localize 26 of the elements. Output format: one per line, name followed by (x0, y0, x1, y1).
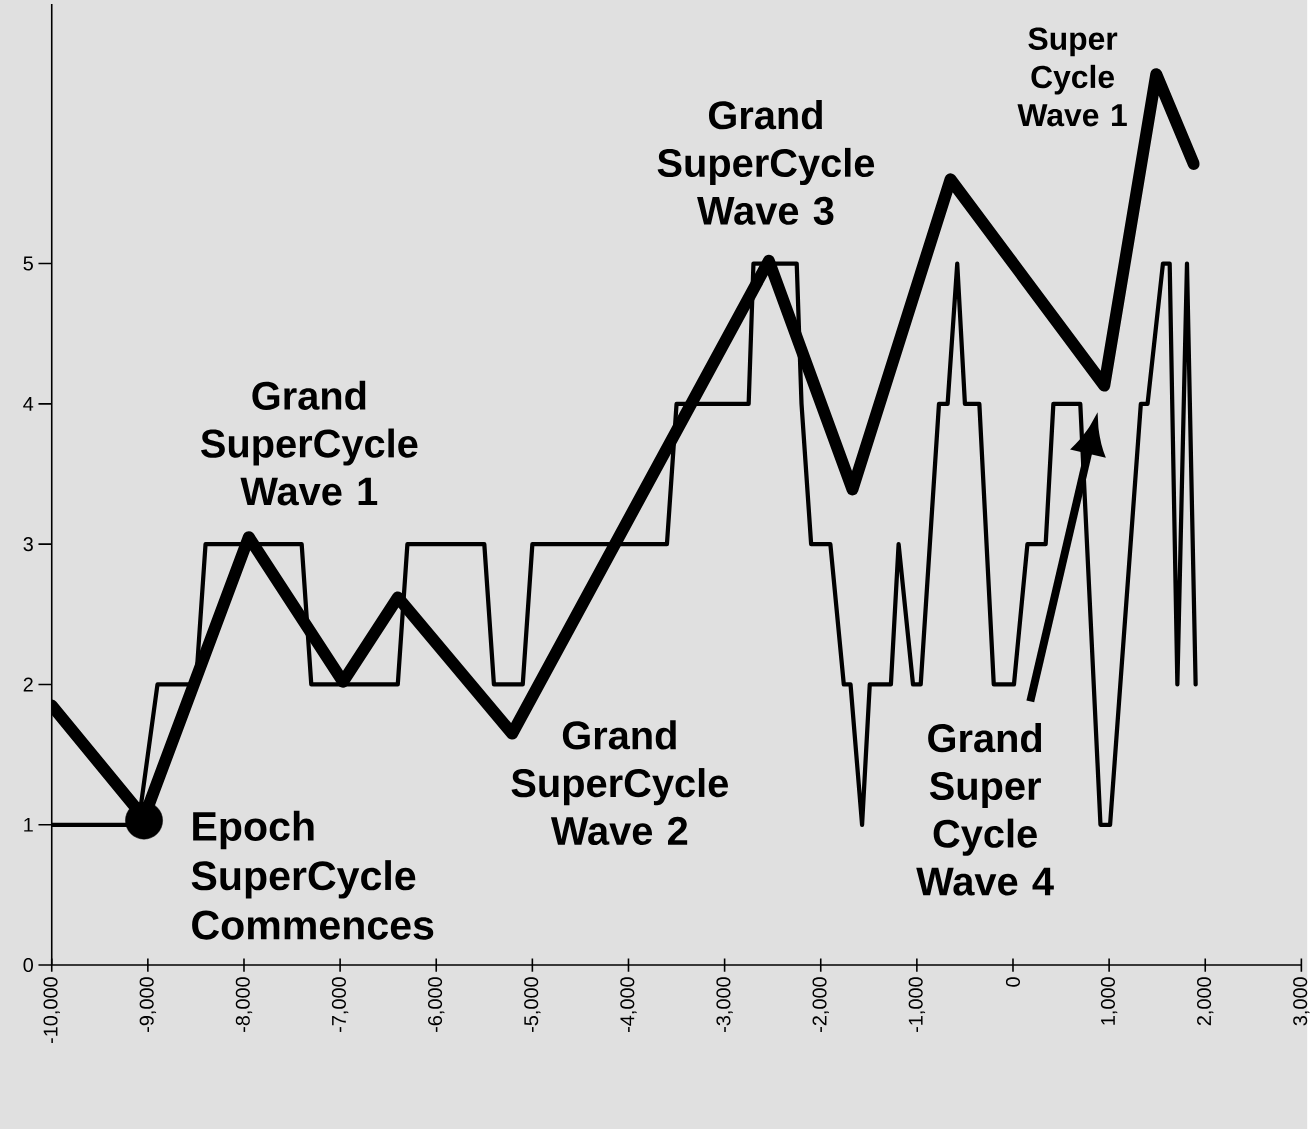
x-tick-label: 2,000 (1197, 977, 1214, 1026)
x-tick-label: -1,000 (908, 977, 926, 1032)
x-tick-label: 0 (1005, 977, 1021, 987)
y-tick-label: 3 (23, 536, 33, 552)
annotation: Super Cycle Wave 1 (1017, 27, 1127, 127)
x-tick-label: -8,000 (235, 977, 253, 1032)
y-tick-label: 2 (23, 677, 33, 692)
x-tick-label: -6,000 (428, 977, 445, 1032)
annotation: Grand SuperCycle Wave 2 (511, 720, 728, 845)
y-tick-label: 1 (24, 817, 33, 832)
x-tick-label: 1,000 (1100, 977, 1118, 1025)
annotation: Epoch SuperCycle Commences (191, 810, 434, 940)
y-tick-label: 0 (23, 957, 33, 972)
x-tick-label: -9,000 (139, 977, 157, 1032)
x-tick-label: -10,000 (43, 977, 60, 1043)
annotation: Grand SuperCycle Wave 3 (657, 100, 875, 225)
annotation: Grand SuperCycle Wave 1 (201, 380, 418, 506)
x-tick-label: -4,000 (620, 977, 637, 1032)
annotation: Grand Super Cycle Wave 4 (916, 722, 1054, 896)
x-tick-label: -3,000 (716, 977, 733, 1032)
x-tick-label: -7,000 (331, 977, 349, 1032)
x-tick-label: 3,000 (1293, 977, 1310, 1026)
y-tick-label: 5 (23, 256, 33, 271)
x-tick-label: -2,000 (812, 977, 829, 1032)
x-tick-label: -5,000 (524, 977, 541, 1032)
y-tick-label: 4 (23, 396, 34, 411)
